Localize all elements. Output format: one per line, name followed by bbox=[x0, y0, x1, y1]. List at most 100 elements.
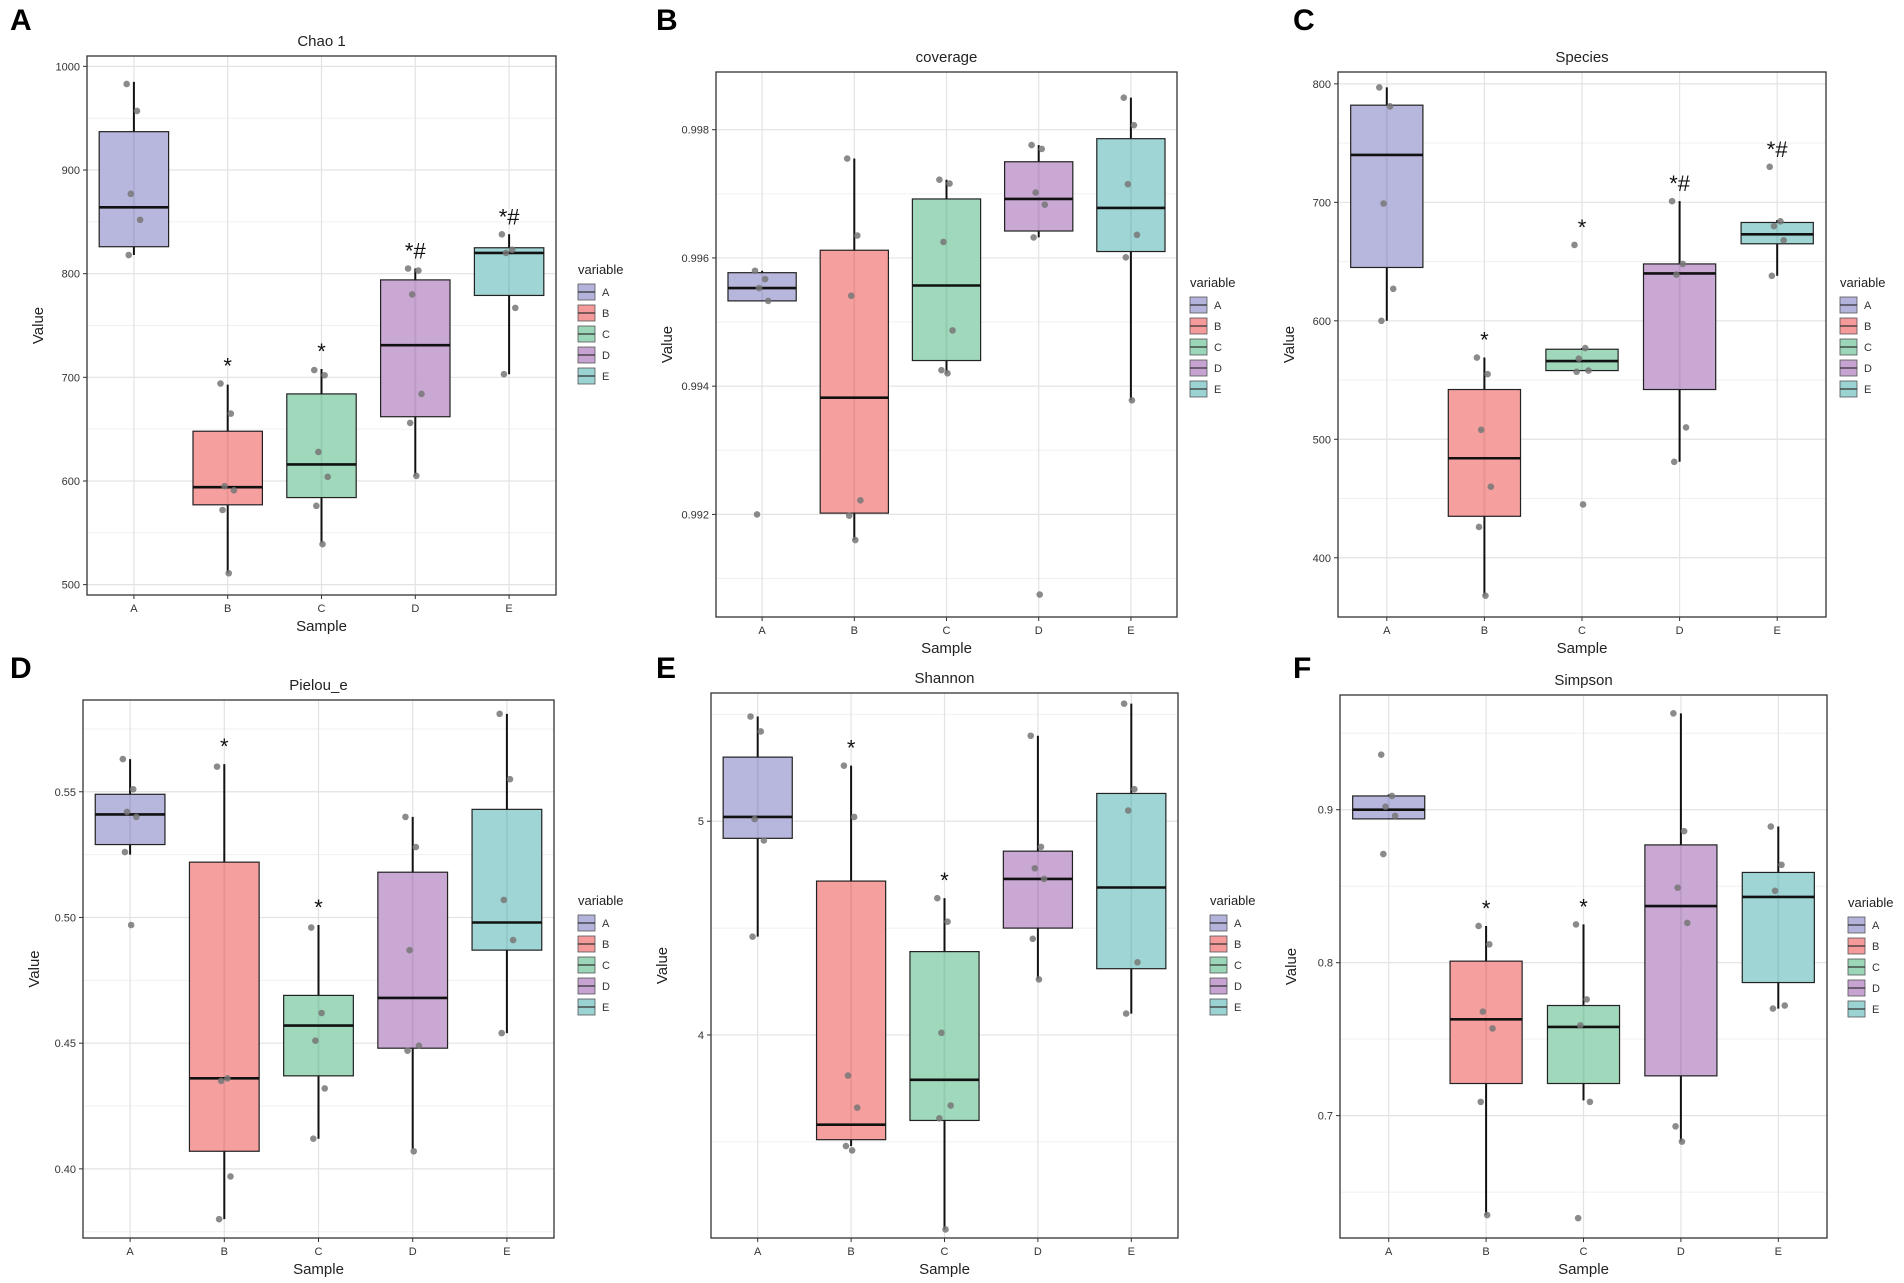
data-point-c-b bbox=[1484, 370, 1491, 378]
data-point-b-c bbox=[944, 370, 951, 377]
data-point-c-c bbox=[1585, 367, 1592, 374]
legend-label-e-c: C bbox=[1234, 960, 1242, 972]
x-tick-label-e: D bbox=[1034, 1246, 1042, 1258]
data-point-c-e bbox=[1768, 272, 1776, 280]
data-point-c-a bbox=[1378, 317, 1385, 325]
data-point-e-d bbox=[1040, 875, 1048, 883]
data-point-b-a bbox=[755, 284, 763, 292]
x-tick-label-b: A bbox=[758, 625, 766, 637]
legend-label-f-a: A bbox=[1872, 920, 1880, 932]
data-point-e-e bbox=[1134, 958, 1141, 966]
data-point-f-b bbox=[1475, 922, 1482, 930]
data-point-e-b bbox=[842, 1142, 850, 1150]
x-axis-label-e: Sample bbox=[919, 1261, 970, 1278]
significance-mark-c-e: *# bbox=[1767, 137, 1789, 162]
legend-label-c-c: C bbox=[1864, 342, 1872, 354]
data-point-a-d bbox=[404, 265, 412, 272]
data-point-c-d bbox=[1679, 260, 1687, 268]
y-axis-label-a: Value bbox=[30, 307, 47, 344]
legend-label-c-b: B bbox=[1864, 321, 1871, 333]
y-tick-label-f: 0.8 bbox=[1318, 958, 1333, 970]
data-point-b-d bbox=[1036, 591, 1044, 598]
box-f-c bbox=[1546, 1004, 1621, 1085]
data-point-a-c bbox=[321, 371, 328, 379]
data-point-f-b bbox=[1483, 1211, 1491, 1219]
data-point-a-b bbox=[219, 506, 226, 514]
y-axis-label-d: Value bbox=[26, 950, 43, 987]
data-point-a-a bbox=[127, 190, 135, 198]
panel-label-e: E bbox=[656, 652, 677, 685]
legend-label-b-b: B bbox=[1214, 321, 1221, 333]
y-tick-label-c: 400 bbox=[1313, 553, 1331, 565]
x-tick-label-f: B bbox=[1482, 1246, 1489, 1258]
legend-label-d-b: B bbox=[602, 939, 609, 951]
data-point-a-a bbox=[136, 216, 144, 224]
data-point-c-b bbox=[1473, 354, 1481, 361]
data-point-f-d bbox=[1680, 827, 1688, 835]
data-point-f-a bbox=[1382, 803, 1389, 810]
data-point-f-b bbox=[1479, 1008, 1487, 1015]
y-tick-label-b: 0.992 bbox=[681, 509, 709, 521]
legend-label-a-d: D bbox=[602, 350, 610, 362]
data-point-d-b bbox=[215, 1215, 223, 1223]
box-f-b bbox=[1449, 960, 1523, 1085]
y-tick-label-a: 1000 bbox=[56, 61, 80, 73]
data-point-d-e bbox=[500, 896, 508, 904]
data-point-d-a bbox=[121, 848, 129, 856]
data-point-a-d bbox=[415, 267, 422, 274]
data-point-d-b bbox=[213, 763, 221, 770]
data-point-e-a bbox=[747, 713, 754, 720]
y-tick-label-c: 600 bbox=[1313, 316, 1331, 328]
data-point-e-c bbox=[936, 1115, 943, 1122]
y-tick-label-a: 800 bbox=[62, 269, 80, 281]
data-point-e-e bbox=[1124, 807, 1132, 814]
data-point-c-e bbox=[1770, 222, 1778, 230]
data-point-c-b bbox=[1477, 426, 1485, 434]
data-point-e-d bbox=[1027, 732, 1035, 740]
box-e-e bbox=[1096, 792, 1167, 970]
data-point-e-a bbox=[757, 728, 765, 735]
x-tick-label-e: E bbox=[1128, 1246, 1135, 1258]
x-tick-label-c: B bbox=[1481, 625, 1488, 637]
significance-mark-f-c: * bbox=[1579, 894, 1588, 919]
data-point-e-d bbox=[1031, 864, 1039, 872]
data-point-a-d bbox=[413, 472, 420, 480]
data-point-c-d bbox=[1673, 271, 1680, 278]
data-point-e-a bbox=[749, 933, 756, 940]
data-point-e-b bbox=[848, 1147, 856, 1154]
data-point-d-b bbox=[217, 1077, 225, 1085]
legend-title-d: variable bbox=[578, 893, 624, 908]
data-point-e-d bbox=[1037, 843, 1045, 851]
x-tick-label-e: C bbox=[941, 1246, 949, 1258]
legend-label-e-d: D bbox=[1234, 981, 1242, 993]
legend-label-e-b: B bbox=[1234, 939, 1241, 951]
data-point-a-c bbox=[324, 473, 331, 481]
y-tick-label-e: 4 bbox=[698, 1030, 704, 1042]
x-tick-label-c: D bbox=[1676, 625, 1684, 637]
y-tick-label-d: 0.40 bbox=[55, 1164, 76, 1176]
y-tick-label-e: 5 bbox=[698, 816, 704, 828]
data-point-f-b bbox=[1477, 1098, 1485, 1106]
data-point-c-e bbox=[1766, 163, 1773, 171]
box-e-d bbox=[1002, 850, 1074, 929]
data-point-c-d bbox=[1682, 424, 1690, 431]
x-tick-label-b: E bbox=[1127, 625, 1134, 637]
x-tick-label-d: C bbox=[315, 1246, 323, 1258]
data-point-d-a bbox=[127, 921, 135, 929]
data-point-a-c bbox=[310, 366, 318, 374]
legend-title-e: variable bbox=[1210, 893, 1256, 908]
data-point-e-a bbox=[760, 837, 768, 844]
y-tick-label-f: 0.9 bbox=[1318, 805, 1333, 817]
legend-label-d-c: C bbox=[602, 960, 610, 972]
data-point-a-e bbox=[511, 304, 519, 312]
box-d-d bbox=[377, 871, 449, 1049]
data-point-a-a bbox=[125, 251, 133, 259]
panel-label-d: D bbox=[10, 652, 32, 685]
data-point-d-d bbox=[404, 1047, 411, 1055]
data-point-f-c bbox=[1574, 1214, 1582, 1222]
panel-label-a: A bbox=[10, 4, 32, 37]
data-point-b-d bbox=[1041, 201, 1049, 209]
data-point-d-e bbox=[506, 775, 514, 783]
data-point-d-c bbox=[312, 1037, 319, 1044]
data-point-b-e bbox=[1124, 180, 1132, 188]
